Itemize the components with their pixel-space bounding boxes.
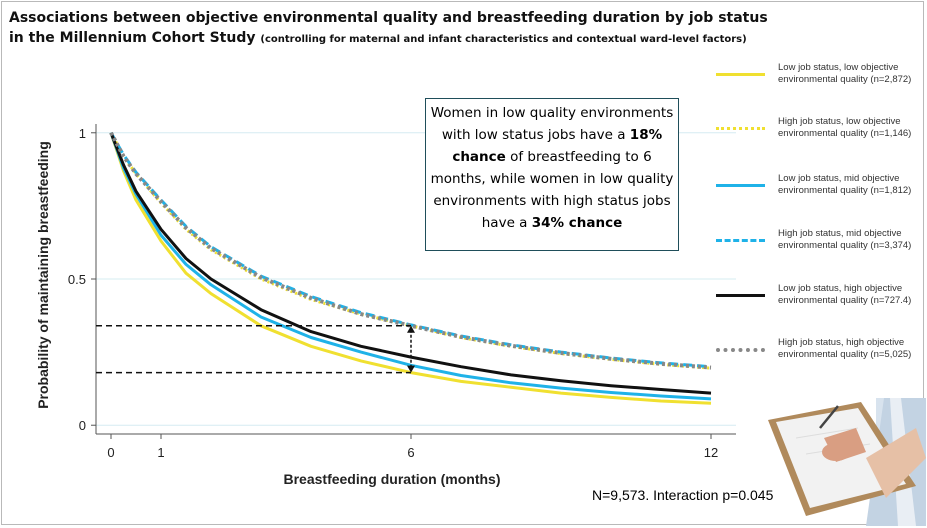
title-main: Associations between objective environme…: [9, 10, 768, 46]
legend-label: High job status, low objective environme…: [778, 116, 912, 139]
legend-swatch: [716, 73, 765, 76]
arrow-head-up: [407, 325, 415, 333]
footer-note: N=9,573. Interaction p=0.045: [592, 487, 774, 503]
x-tick-label: 0: [107, 445, 114, 460]
annotation-highlight-low: 18% chance: [452, 127, 663, 165]
chart-title: Associations between objective environme…: [9, 8, 769, 50]
annotation-text-2: of breastfeeding to 6 months, while wome…: [430, 149, 674, 231]
legend-label: High job status, high objective environm…: [778, 337, 912, 360]
legend-label: Low job status, low objective environmen…: [778, 62, 912, 85]
annotation-highlight-high: 34% chance: [531, 215, 623, 231]
x-tick-label: 6: [407, 445, 414, 460]
legend-swatch: [716, 127, 765, 130]
legend-swatch: [716, 184, 765, 187]
series-line-1: [109, 132, 712, 405]
series-line-6: [109, 131, 712, 370]
y-axis-label: Probability of maintaining breastfeeding: [35, 141, 51, 409]
legend-label: Low job status, high objective environme…: [778, 283, 912, 306]
x-tick-label: 1: [157, 445, 164, 460]
legend-label: High job status, mid objective environme…: [778, 228, 912, 251]
doctor-clipboard-icon: [768, 398, 926, 526]
y-tick-label: 0: [79, 418, 86, 433]
series-line-5: [109, 132, 712, 395]
arrow-head-down: [407, 365, 415, 373]
legend-swatch: [716, 239, 765, 242]
annotation-text-1: Women in low quality environments with l…: [430, 105, 674, 143]
series-line-3: [109, 132, 712, 401]
x-tick-label: 12: [704, 445, 718, 460]
legend-swatch: [716, 294, 765, 297]
legend-label: Low job status, mid objective environmen…: [778, 173, 912, 196]
x-axis-label: Breastfeeding duration (months): [283, 471, 500, 487]
y-tick-label: 1: [79, 126, 86, 141]
legend-swatch: [716, 348, 765, 352]
y-tick-label: 0.5: [68, 272, 86, 287]
title-subtitle: (controlling for maternal and infant cha…: [260, 34, 747, 45]
annotation-box: Women in low quality environments with l…: [425, 98, 679, 251]
